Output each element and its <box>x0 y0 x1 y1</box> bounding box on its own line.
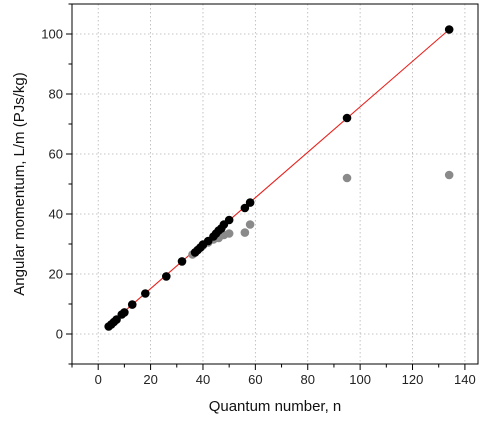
x-tick-label: 100 <box>349 372 371 387</box>
grid-lines <box>72 4 478 364</box>
y-tick-label: 60 <box>49 147 63 162</box>
axes: 0 20 40 60 80 100 120 140 0 20 40 60 80 100 <box>41 3 476 387</box>
x-tick-label: 80 <box>301 372 315 387</box>
x-axis-title: Quantum number, n <box>209 398 342 415</box>
gray-data-point <box>444 170 454 180</box>
gray-data-point <box>245 220 255 229</box>
y-tick-label: 40 <box>49 207 63 222</box>
data-points <box>104 25 454 331</box>
black-data-point <box>245 198 255 207</box>
black-data-point <box>444 25 454 34</box>
y-tick-label: 80 <box>49 87 63 102</box>
y-tick-label: 100 <box>41 27 63 42</box>
gray-data-point <box>240 228 250 237</box>
y-tick-label: 0 <box>56 327 63 342</box>
fit-line <box>108 29 450 326</box>
x-tick-label: 140 <box>454 372 476 387</box>
fit-line-group <box>108 29 450 326</box>
y-axis-title: Angular momentum, L/m (PJs/kg) <box>11 72 28 295</box>
black-data-point <box>224 215 234 225</box>
y-tick-label: 20 <box>49 267 63 282</box>
x-tick-label: 20 <box>143 372 157 387</box>
x-tick-label: 60 <box>248 372 262 387</box>
black-data-point <box>120 308 129 317</box>
x-tick-label: 0 <box>95 372 102 387</box>
black-data-point <box>177 257 187 266</box>
black-data-point <box>240 203 250 213</box>
x-tick-label: 120 <box>402 372 424 387</box>
gray-data-point <box>224 229 234 238</box>
black-data-point <box>342 113 352 123</box>
black-data-point <box>161 272 171 281</box>
black-data-point <box>127 300 137 309</box>
black-data-point <box>141 289 150 298</box>
gray-data-point <box>342 173 352 183</box>
x-tick-label: 40 <box>196 372 210 387</box>
